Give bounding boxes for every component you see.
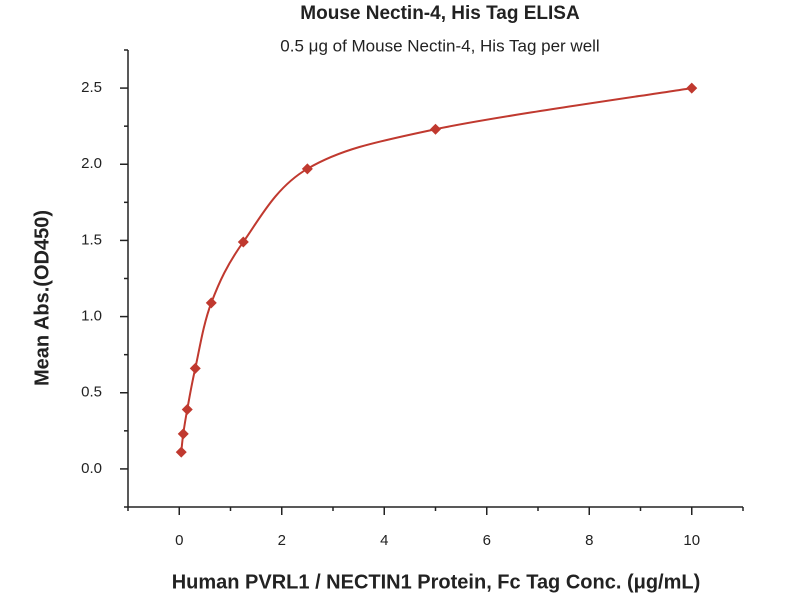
data-point <box>205 297 217 309</box>
y-axis-label: Mean Abs.(OD450) <box>31 210 53 386</box>
data-point <box>177 428 189 440</box>
x-tick-label: 8 <box>585 532 593 549</box>
y-tick-label: 2.0 <box>81 155 102 172</box>
fit-curve <box>180 87 692 453</box>
y-tick-label: 2.5 <box>81 79 102 96</box>
data-point <box>175 446 187 458</box>
chart-title: Mouse Nectin-4, His Tag ELISA <box>300 3 580 24</box>
data-point <box>301 163 313 175</box>
y-tick-label: 1.0 <box>81 308 102 325</box>
chart-subtitle: 0.5 μg of Mouse Nectin-4, His Tag per we… <box>280 36 599 55</box>
data-point <box>686 82 698 94</box>
x-axis-label: Human PVRL1 / NECTIN1 Protein, Fc Tag Co… <box>172 571 701 593</box>
x-tick-label: 2 <box>278 532 286 549</box>
y-tick-label: 0.0 <box>81 460 102 477</box>
x-tick-label: 10 <box>683 532 700 549</box>
x-tick-label: 4 <box>380 532 388 549</box>
y-tick-label: 0.5 <box>81 384 102 401</box>
x-tick-label: 0 <box>175 532 183 549</box>
y-tick-label: 1.5 <box>81 231 102 248</box>
data-point <box>181 404 193 416</box>
x-tick-label: 6 <box>483 532 491 549</box>
data-point <box>237 236 249 248</box>
data-point <box>189 362 201 374</box>
data-point <box>430 123 441 135</box>
